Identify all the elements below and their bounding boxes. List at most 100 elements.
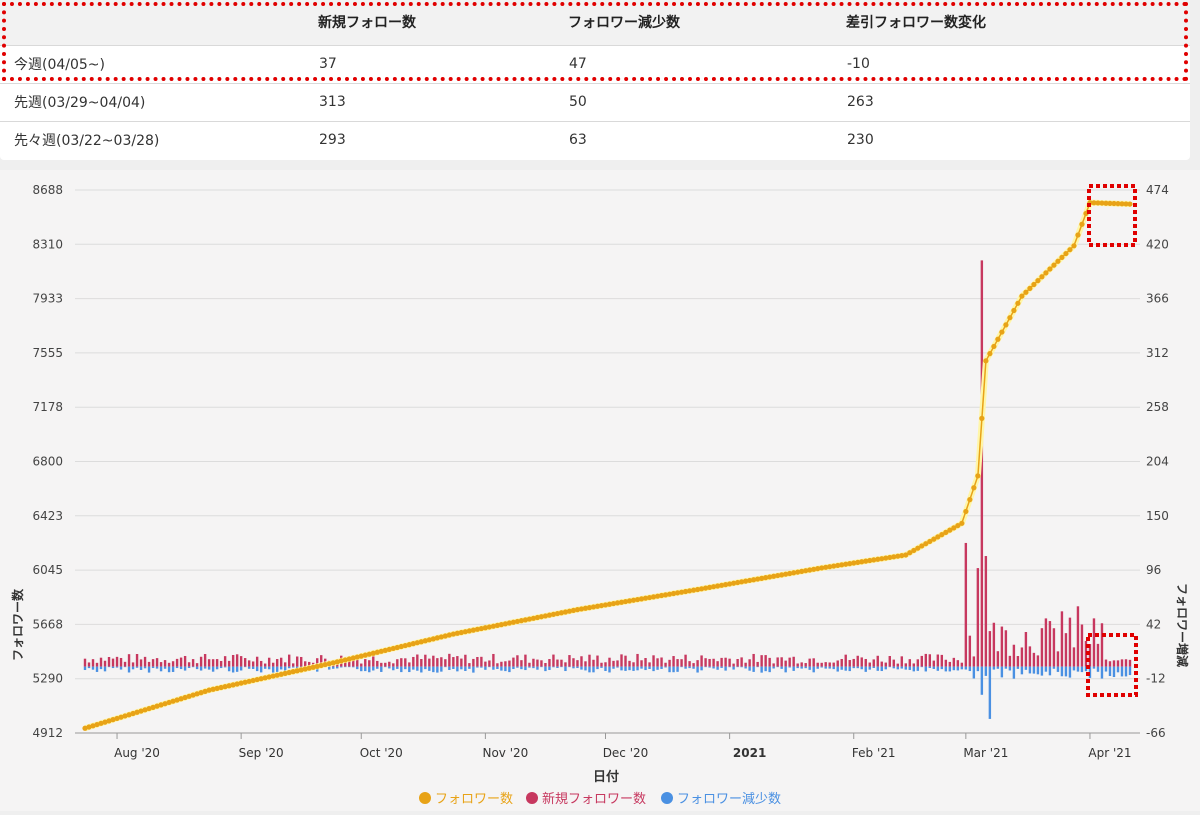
follower-point bbox=[875, 556, 881, 562]
follower-lost-bar bbox=[1072, 666, 1076, 671]
follower-point bbox=[735, 579, 741, 586]
follower-lost-bar bbox=[788, 666, 791, 668]
follower-lost-bar bbox=[368, 666, 371, 673]
new-follow-bar bbox=[271, 662, 275, 667]
new-follow-bar bbox=[668, 659, 671, 667]
follower-lost-bar bbox=[1096, 666, 1100, 672]
follower-lost-bar bbox=[1036, 666, 1040, 675]
follower-point bbox=[186, 693, 192, 699]
follower-point bbox=[839, 562, 845, 568]
new-follow-bar bbox=[396, 659, 399, 667]
follower-lost-bar bbox=[111, 666, 115, 669]
follower-point bbox=[498, 622, 504, 628]
new-follow-bar bbox=[556, 659, 559, 667]
follower-lost-bar bbox=[612, 666, 615, 669]
follower-point bbox=[911, 547, 917, 554]
follower-point bbox=[530, 615, 537, 621]
new-follow-bar bbox=[660, 657, 663, 667]
follower-point bbox=[1031, 281, 1037, 288]
follower-point bbox=[767, 574, 773, 580]
follower-point bbox=[470, 627, 476, 633]
follower-lost-bar bbox=[964, 666, 968, 670]
follower-point bbox=[907, 550, 913, 556]
legend-label: フォロワー数 bbox=[435, 792, 513, 807]
follower-point bbox=[939, 532, 945, 538]
follower-lost-bar bbox=[944, 666, 948, 672]
row-diff-count: 263 bbox=[847, 94, 874, 110]
new-follow-bar bbox=[648, 662, 651, 667]
new-follow-bar bbox=[87, 662, 91, 667]
follower-point bbox=[566, 608, 573, 614]
follower-lost-bar bbox=[436, 666, 439, 673]
new-follow-bar bbox=[848, 660, 851, 667]
follower-point bbox=[146, 705, 152, 712]
new-follow-bar bbox=[103, 660, 107, 667]
new-follow-bar bbox=[880, 661, 883, 667]
follower-point bbox=[654, 593, 661, 599]
follower-point bbox=[871, 557, 877, 563]
follower-point bbox=[791, 570, 797, 576]
follower-lost-bar bbox=[484, 666, 487, 670]
follower-lost-bar bbox=[352, 666, 355, 668]
new-follow-bar bbox=[472, 658, 475, 667]
follower-lost-bar bbox=[1060, 666, 1064, 677]
follower-point bbox=[282, 670, 288, 677]
new-follow-bar bbox=[131, 662, 135, 667]
row-period-label: 先週(03/29~04/04) bbox=[14, 95, 146, 111]
follower-lost-bar bbox=[928, 666, 932, 669]
new-follow-bar bbox=[1064, 633, 1068, 667]
follower-lost-bar bbox=[219, 666, 223, 669]
follower-point bbox=[731, 580, 737, 586]
header-period bbox=[0, 0, 318, 45]
new-follow-bar bbox=[352, 659, 355, 667]
new-follow-bar bbox=[600, 662, 603, 667]
follower-point bbox=[971, 485, 977, 491]
follower-lost-bar bbox=[199, 666, 203, 671]
follower-point bbox=[1043, 270, 1049, 276]
new-follow-bar bbox=[832, 662, 835, 667]
new-follow-bar bbox=[924, 653, 928, 667]
follower-lost-bar bbox=[468, 666, 471, 669]
follower-point bbox=[843, 561, 849, 567]
bar-series bbox=[83, 260, 1132, 719]
new-follow-bar bbox=[988, 631, 992, 667]
follower-point bbox=[234, 681, 240, 687]
follower-point bbox=[931, 536, 937, 542]
follower-point bbox=[394, 644, 400, 651]
new-follow-bar bbox=[151, 659, 155, 667]
follower-point bbox=[486, 624, 492, 630]
follower-point bbox=[182, 694, 188, 701]
follower-point bbox=[346, 656, 352, 662]
new-follow-bar bbox=[928, 654, 932, 667]
follower-point bbox=[322, 661, 328, 668]
follower-point bbox=[795, 569, 801, 575]
follower-point bbox=[406, 642, 412, 648]
follower-lost-bar bbox=[364, 666, 367, 672]
new-follow-bar bbox=[243, 658, 247, 667]
follower-point bbox=[130, 710, 136, 717]
follower-lost-bar bbox=[984, 666, 988, 676]
follower-lost-bar bbox=[1052, 666, 1056, 669]
follower-point bbox=[622, 598, 629, 605]
follower-point bbox=[462, 629, 468, 635]
new-follow-bar bbox=[296, 656, 299, 667]
y-right-tick-label: 366 bbox=[1146, 292, 1169, 306]
follower-point bbox=[987, 351, 993, 357]
follower-lost-bar bbox=[600, 666, 603, 668]
follower-lost-bar bbox=[800, 666, 803, 669]
y-left-tick-label: 7555 bbox=[32, 346, 63, 360]
follower-lost-bar bbox=[584, 666, 587, 671]
new-follow-bar bbox=[708, 658, 711, 667]
follower-lost-bar bbox=[920, 666, 924, 668]
follower-point bbox=[995, 336, 1001, 342]
new-follow-bar bbox=[155, 658, 159, 667]
new-follow-bar bbox=[400, 658, 403, 667]
follower-point bbox=[98, 720, 104, 726]
follower-point bbox=[915, 545, 921, 551]
follower-point bbox=[106, 718, 112, 724]
new-follow-bar bbox=[700, 655, 703, 667]
new-follow-bar bbox=[460, 658, 463, 667]
new-follow-bar bbox=[412, 656, 415, 667]
follower-point bbox=[274, 672, 280, 678]
new-follow-bar bbox=[219, 660, 223, 667]
